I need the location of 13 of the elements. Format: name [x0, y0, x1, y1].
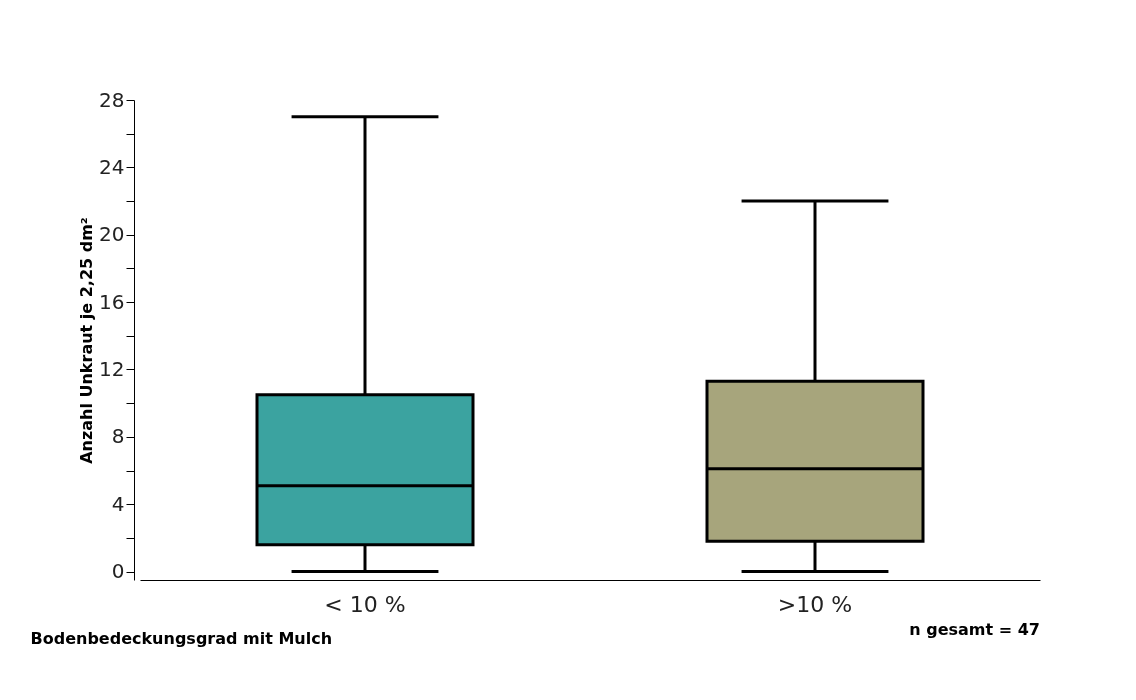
- y-tick-label: 20: [99, 222, 125, 247]
- y-tick-label: 8: [111, 424, 125, 449]
- x-tick-label: >10 %: [777, 591, 853, 617]
- x-axis-title: Bodenbedeckungsgrad mit Mulch: [30, 628, 333, 648]
- text: n gesamt = 47: [909, 620, 1040, 639]
- y-tick-label: 24: [99, 154, 125, 179]
- y-tick-label: 16: [99, 289, 125, 314]
- y-tick-label: 4: [111, 491, 125, 516]
- y-tick-label: 28: [99, 87, 125, 112]
- y-tick-label: 12: [99, 356, 125, 381]
- y-axis-title: Anzahl Unkraut je 2,25 dm²: [77, 217, 97, 464]
- x-tick-label: < 10 %: [324, 591, 406, 617]
- y-tick-label: 0: [111, 559, 125, 584]
